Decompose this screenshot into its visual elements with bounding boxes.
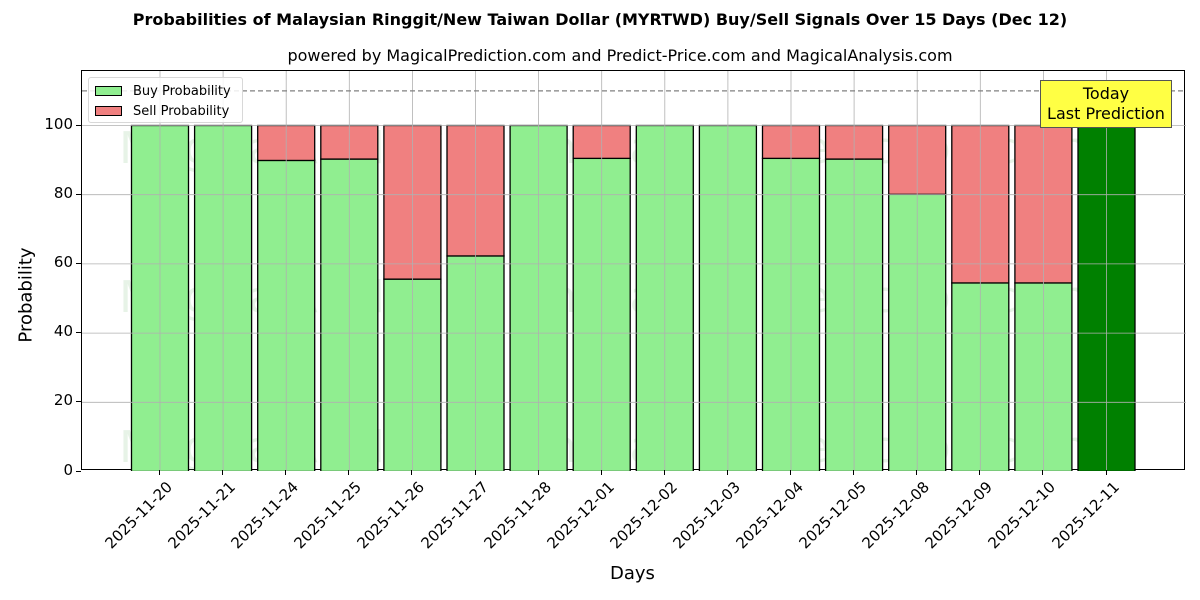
x-tick-label: 2025-12-05 (795, 478, 871, 553)
x-tick-mark (853, 470, 855, 475)
x-tick-mark (979, 470, 981, 475)
x-tick-mark (663, 470, 665, 475)
x-tick-label: 2025-11-24 (227, 478, 303, 553)
x-tick-label: 2025-11-27 (417, 478, 492, 553)
legend-item-buy: Buy Probability (95, 82, 231, 100)
y-tick-label: 0 (63, 460, 73, 479)
x-tick-label: 2025-11-21 (164, 478, 240, 553)
x-tick-label: 2025-12-04 (732, 478, 807, 553)
legend-item-sell: Sell Probability (95, 102, 229, 120)
x-tick-mark (285, 470, 287, 475)
x-tick-label: 2025-11-20 (101, 478, 176, 553)
x-tick-mark (222, 470, 224, 475)
x-tick-mark (474, 470, 476, 475)
x-tick-label: 2025-12-01 (543, 478, 618, 553)
x-tick-mark (411, 470, 413, 475)
x-tick-label: 2025-12-03 (669, 478, 744, 553)
legend: Buy Probability Sell Probability (88, 77, 243, 123)
x-tick-label: 2025-12-11 (1048, 478, 1123, 553)
y-tick-mark (76, 470, 81, 472)
x-tick-label: 2025-11-25 (290, 478, 366, 553)
y-tick-label: 60 (53, 252, 73, 271)
y-tick-label: 100 (44, 114, 73, 133)
x-tick-label: 2025-12-10 (984, 478, 1060, 553)
x-axis-label: Days (610, 563, 655, 584)
today-annotation: Today Last Prediction (1040, 80, 1172, 128)
x-tick-mark (1105, 470, 1107, 475)
sell-swatch-icon (95, 106, 122, 116)
x-tick-mark (600, 470, 602, 475)
y-tick-mark (76, 193, 81, 195)
y-tick-mark (76, 401, 81, 403)
y-tick-label: 20 (53, 391, 73, 410)
y-tick-label: 80 (53, 183, 73, 202)
x-tick-label: 2025-12-08 (858, 478, 934, 553)
x-tick-label: 2025-11-26 (353, 478, 429, 553)
x-tick-label: 2025-12-02 (606, 478, 681, 553)
x-tick-mark (790, 470, 791, 475)
x-tick-mark (537, 470, 539, 475)
chart-title: Probabilities of Malaysian Ringgit/New T… (132, 10, 1068, 29)
buy-swatch-icon (95, 86, 122, 96)
x-tick-label: 2025-12-09 (921, 478, 997, 553)
x-tick-mark (159, 470, 160, 475)
plot-area: MagicalAnalysis.comMagicalPrediction.com… (81, 70, 1186, 471)
y-axis-label: Probability (15, 247, 37, 343)
y-tick-mark (76, 262, 81, 264)
chart-subtitle: powered by MagicalPrediction.com and Pre… (287, 46, 953, 65)
y-tick-label: 40 (53, 322, 73, 341)
x-tick-mark (726, 470, 728, 475)
y-tick-mark (76, 124, 81, 126)
bar-chart-canvas: MagicalAnalysis.comMagicalPrediction.com… (82, 71, 1186, 471)
x-tick-mark (1042, 470, 1044, 475)
y-tick-mark (76, 332, 81, 334)
x-tick-mark (348, 470, 350, 475)
x-tick-mark (916, 470, 918, 475)
